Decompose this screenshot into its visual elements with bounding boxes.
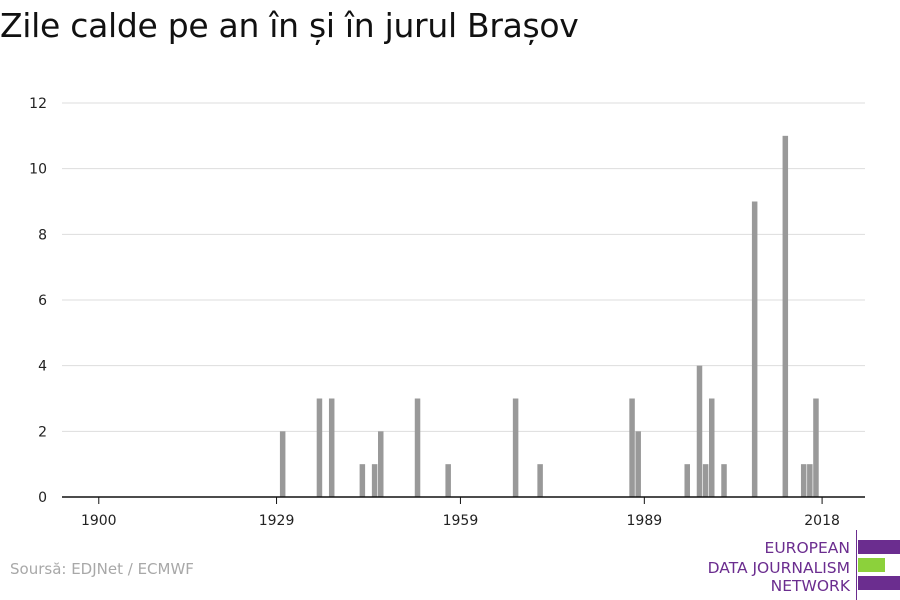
bar-1998 [696,365,703,497]
bar-2015 [800,464,807,497]
bar-2007 [751,201,758,497]
logo-divider [856,530,857,600]
bar-1988 [635,431,641,497]
bar-1952 [414,398,421,497]
bar-1945 [371,464,378,497]
y-tick-label: 4 [38,359,47,375]
logo-bar-bottom [858,576,900,590]
bar-2000 [709,398,715,497]
y-tick-label: 0 [38,490,47,506]
bar-1957 [445,464,451,497]
logo-bar-middle [858,558,885,572]
bar-1999 [702,464,709,497]
logo-line-european: EUROPEAN [764,539,850,557]
source-note: Soursă: EDJNet / ECMWF [10,560,194,578]
bar-1930 [279,431,286,497]
bar-2017 [813,398,819,497]
x-tick-label: 1989 [627,513,663,529]
bar-1972 [537,464,543,497]
bar-2016 [807,464,813,497]
x-tick-label: 1959 [443,513,479,529]
bar-1946 [377,431,384,497]
y-tick-label: 10 [29,162,47,178]
y-tick-label: 12 [29,96,47,112]
bar-2012 [782,135,789,498]
bar-1968 [512,398,519,497]
x-axis-tick-labels: 1900 1929 1959 1989 2018 [81,513,840,529]
logo-line-network: NETWORK [770,577,850,595]
bar-1938 [328,398,335,497]
bar-1936 [316,398,323,497]
bar-2002 [721,464,727,497]
logo-bar-top [858,540,900,554]
gridlines [62,102,865,432]
chart-title: Zile calde pe an în și în jurul Brașov [0,6,579,45]
x-tick-label: 2018 [804,513,840,529]
y-tick-label: 6 [38,293,47,309]
bars [279,135,819,498]
axes [62,496,865,504]
y-tick-label: 2 [38,424,47,440]
x-tick-label: 1929 [259,513,295,529]
edjnet-logo: EUROPEAN DATA JOURNALISM NETWORK [700,530,900,600]
bar-1996 [684,464,690,497]
y-tick-label: 8 [38,227,47,243]
bar-1943 [359,464,366,497]
x-tick-label: 1900 [81,513,117,529]
logo-line-data-journalism: DATA JOURNALISM [707,559,850,577]
bar-1987 [629,398,635,497]
y-axis-tick-labels: 0 2 4 6 8 10 12 [29,96,47,506]
